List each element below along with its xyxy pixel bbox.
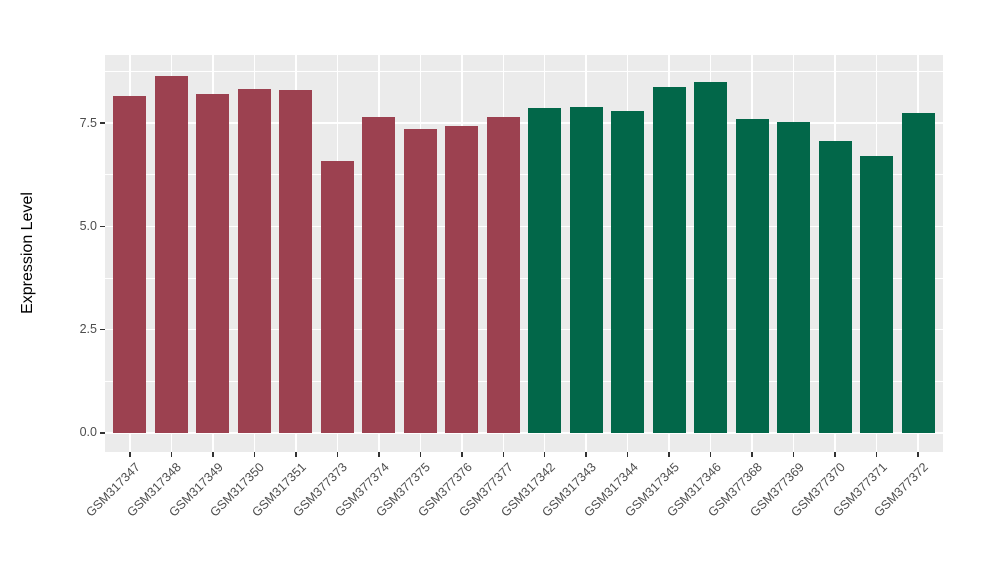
bar-GSM377371 [860,156,894,433]
x-tick-mark [543,452,546,457]
bar-GSM317350 [237,88,271,433]
x-tick-mark [295,452,297,457]
y-tick-label: 0.0 [79,425,97,440]
y-tick-label: 2.5 [79,322,97,337]
gridline-minor [105,380,943,382]
x-tick-mark [378,452,380,457]
x-tick-mark [834,452,836,457]
bar-GSM377375 [403,129,437,433]
bar-GSM317349 [196,93,230,433]
x-tick-mark [461,452,463,457]
x-tick-mark [336,452,339,457]
gridline-minor [105,174,943,176]
y-tick-label: 7.5 [79,115,97,130]
y-tick-mark [100,225,105,228]
gridline-major [105,122,943,124]
plot-panel [105,55,943,452]
bar-GSM377370 [818,141,852,433]
y-tick-mark [100,432,105,434]
gridline-major [105,225,943,228]
x-tick-mark [212,452,214,457]
x-tick-mark [709,452,712,457]
bar-GSM377377 [486,116,520,433]
x-tick-mark [129,452,131,457]
bar-GSM317348 [154,75,188,433]
x-tick-mark [668,452,670,457]
bar-GSM377374 [362,116,396,433]
x-tick-mark [502,452,504,457]
bar-GSM317344 [611,111,645,433]
y-tick-mark [100,328,105,331]
x-tick-mark [751,452,753,457]
bar-GSM377372 [901,112,935,433]
x-tick-mark [626,452,629,457]
x-tick-mark [917,452,919,457]
bar-GSM377369 [777,122,811,433]
x-tick-mark [419,452,422,457]
bar-GSM317347 [113,95,147,433]
y-axis-title: Expression Level [19,192,36,314]
gridline-minor [105,71,943,73]
x-tick-mark [875,452,878,457]
gridline-major [105,328,943,331]
bar-GSM317343 [569,107,603,433]
x-tick-mark [170,452,173,457]
x-tick-mark [585,452,587,457]
y-tick-mark [100,122,105,124]
bar-GSM377368 [735,118,769,433]
x-tick-mark [253,452,256,457]
gridline-minor [105,277,943,279]
x-tick-mark [792,452,795,457]
bar-GSM317351 [279,89,313,433]
bar-GSM377373 [320,161,354,433]
bar-GSM317346 [694,81,728,433]
bar-GSM317342 [528,107,562,433]
bar-GSM317345 [652,86,686,433]
y-tick-label: 5.0 [79,218,97,233]
bar-GSM377376 [445,126,479,433]
gridline-major [105,432,943,434]
